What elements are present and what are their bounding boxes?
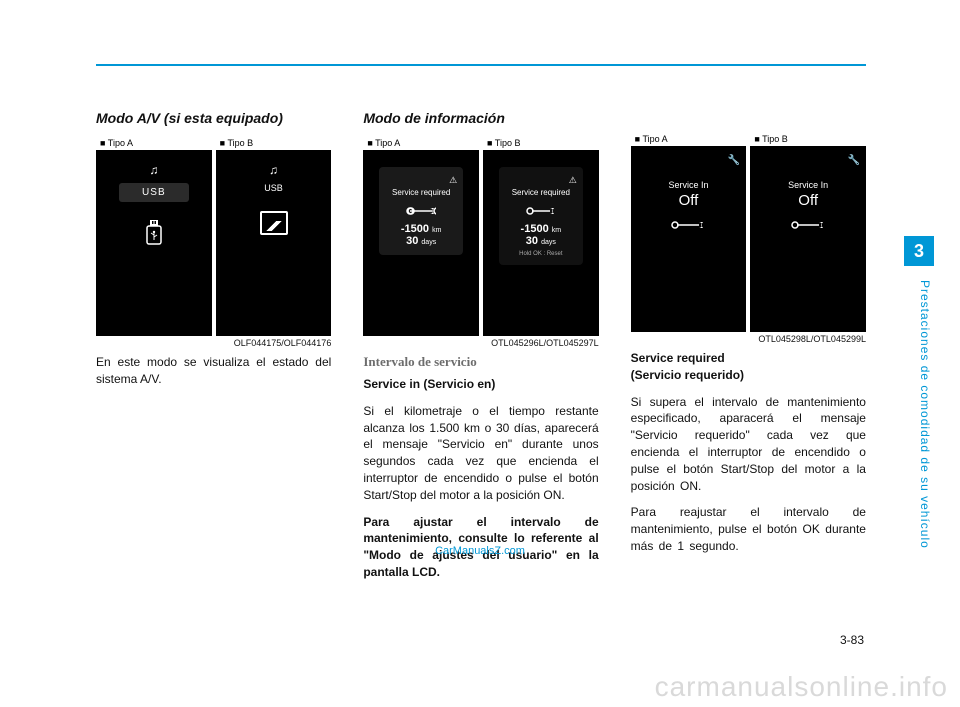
service-required-b: Service required xyxy=(505,188,577,197)
chapter-tab: 3 xyxy=(904,236,934,266)
off-b: Off xyxy=(763,192,853,209)
wrench-corner-icon-a: 🔧 xyxy=(637,155,741,166)
column-1: Modo A/V (si esta equipado) Tipo A ♫ USB xyxy=(96,110,331,591)
wrench-icon-c3a xyxy=(643,217,733,233)
col3-panel-b: Tipo B 🔧 Service In Off xyxy=(750,132,866,332)
bottom-watermark: carmanualsonline.info xyxy=(655,671,948,703)
wrench-icon-c3b xyxy=(763,217,853,233)
wrench-corner-icon-b: 🔧 xyxy=(756,155,860,166)
music-note-icon-b: ♫ xyxy=(222,163,326,177)
col3-bold1-l1: Service required xyxy=(631,350,866,367)
col3-fig-caption: OTL045298L/OTL045299L xyxy=(631,334,866,344)
col2-heading: Modo de información xyxy=(363,110,598,126)
col1-p1: En este modo se visualiza el estado del … xyxy=(96,354,331,388)
col3-figure: Tipo A 🔧 Service In Off Tipo B xyxy=(631,132,866,332)
col2-p1: Si el kilometraje o el tiempo restante a… xyxy=(363,403,598,504)
chapter-title: Prestaciones de comodidad de su vehículo xyxy=(912,280,932,640)
col3-bold1-l2: (Servicio requerido) xyxy=(631,367,866,384)
off-card-a: Service In Off xyxy=(643,180,733,237)
picture-icon xyxy=(260,211,288,235)
col3-panel-a: Tipo A 🔧 Service In Off xyxy=(631,132,747,332)
wrench-icon-b xyxy=(505,203,577,219)
col2-panel-a-label: Tipo A xyxy=(363,136,479,151)
column-2: Modo de información Tipo A ⚠ Service req… xyxy=(363,110,598,591)
col1-panel-a-label: Tipo A xyxy=(96,136,212,151)
usb-label-b: USB xyxy=(264,183,283,193)
usb-plug-icon xyxy=(143,220,165,254)
off-card-b: Service In Off xyxy=(763,180,853,237)
music-note-icon: ♫ xyxy=(102,163,206,177)
column-3: Tipo A 🔧 Service In Off Tipo B xyxy=(631,110,866,591)
col1-panel-b-label: Tipo B xyxy=(216,136,332,151)
col2-serif-heading: Intervalo de servicio xyxy=(363,354,598,370)
col2-figure: Tipo A ⚠ Service required -1500 km 30 da… xyxy=(363,136,598,336)
watermark-link: CarManualsZ.com xyxy=(435,545,525,557)
service-in-a: Service In xyxy=(643,180,733,190)
service-in-b: Service In xyxy=(763,180,853,190)
col2-fig-caption: OTL045296L/OTL045297L xyxy=(363,338,598,348)
service-days-a: 30 days xyxy=(385,235,457,247)
content-columns: Modo A/V (si esta equipado) Tipo A ♫ USB xyxy=(96,110,866,591)
col3-panel-a-label: Tipo A xyxy=(631,132,747,147)
service-days-b: 30 days xyxy=(505,235,577,247)
col3-p1: Si supera el intervalo de manteni­miento… xyxy=(631,394,866,495)
col1-panel-a: Tipo A ♫ USB xyxy=(96,136,212,336)
off-a: Off xyxy=(643,192,733,209)
col1-figure: Tipo A ♫ USB xyxy=(96,136,331,336)
col2-panel-a: Tipo A ⚠ Service required -1500 km 30 da… xyxy=(363,136,479,336)
col1-fig-caption: OLF044175/OLF044176 xyxy=(96,338,331,348)
col2-panel-b-label: Tipo B xyxy=(483,136,599,151)
warning-icon-b: ⚠ xyxy=(505,175,577,186)
page-number: 3-83 xyxy=(840,633,864,647)
col1-panel-b: Tipo B ♫ USB xyxy=(216,136,332,336)
col2-panel-b: Tipo B ⚠ Service required -1500 km 30 da… xyxy=(483,136,599,336)
top-rule xyxy=(96,64,866,66)
service-km-a: -1500 km xyxy=(385,223,457,235)
hold-reset: Hold OK : Reset xyxy=(505,251,577,257)
usb-label-a: USB xyxy=(119,183,189,202)
col1-heading: Modo A/V (si esta equipado) xyxy=(96,110,331,126)
service-card-a: ⚠ Service required -1500 km 30 days xyxy=(379,167,463,255)
service-required-a: Service required xyxy=(385,188,457,197)
warning-icon: ⚠ xyxy=(385,175,457,186)
col2-bold1: Service in (Servicio en) xyxy=(363,376,598,393)
wrench-icon-a xyxy=(385,203,457,219)
service-card-b: ⚠ Service required -1500 km 30 days Hold… xyxy=(499,167,583,265)
col3-p2: Para reajustar el intervalo de mantenimi… xyxy=(631,504,866,554)
service-km-b: -1500 km xyxy=(505,223,577,235)
col3-panel-b-label: Tipo B xyxy=(750,132,866,147)
